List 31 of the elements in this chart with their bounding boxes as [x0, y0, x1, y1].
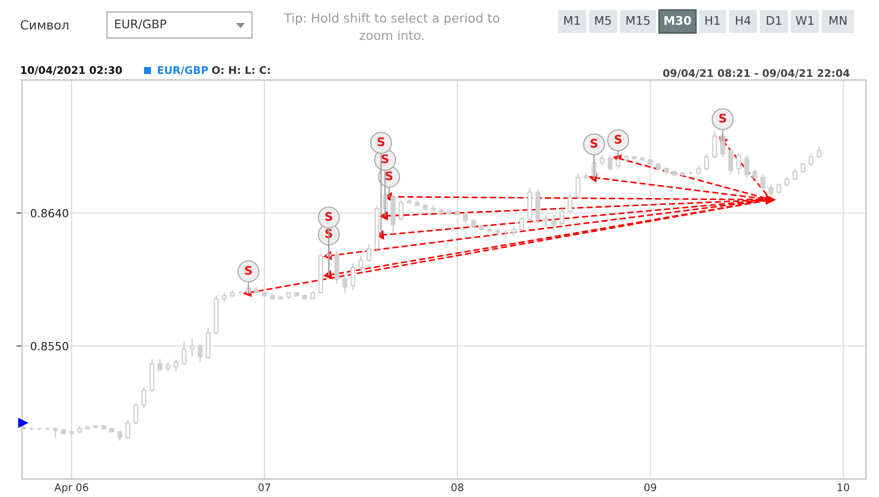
text: D1 [766, 16, 782, 25]
annotation: S [614, 134, 622, 144]
text: Символ [20, 20, 68, 30]
text: Tip: Hold shift to select a period to zoom into. [284, 13, 500, 40]
text: MN [830, 16, 846, 25]
text: O: H: L: C: [212, 66, 270, 74]
y-tick-label: 0.8640 [30, 208, 68, 218]
y-tick-label: 0.8550 [30, 342, 68, 350]
annotation: S [590, 138, 598, 148]
text: EUR/GBP [115, 19, 166, 30]
text: M1 [564, 16, 580, 25]
x-tick-label: 10 [838, 483, 850, 492]
text: EUR/GBP [158, 66, 208, 75]
text: H4 [736, 16, 751, 25]
text: M15 [626, 16, 650, 25]
text: M5 [595, 16, 611, 25]
text: H1 [705, 16, 720, 25]
x-tick-label: 09 [644, 483, 656, 492]
x-tick-label: 08 [451, 483, 464, 492]
x-tick-label: 07 [258, 483, 270, 492]
annotation: S [378, 137, 384, 146]
text: W1 [796, 16, 814, 25]
x-tick-label: Apr 06 [54, 483, 88, 494]
annotation: S [325, 212, 332, 221]
text: 09/04/21 08:21 - 09/04/21 22:04 [663, 69, 850, 78]
annotation: S [382, 154, 388, 164]
annotation: S [719, 114, 726, 123]
annotation: S [245, 266, 252, 275]
annotation: S [386, 171, 392, 180]
text: 10/04/2021 02:30 [21, 66, 122, 75]
text: M30 [664, 16, 692, 25]
